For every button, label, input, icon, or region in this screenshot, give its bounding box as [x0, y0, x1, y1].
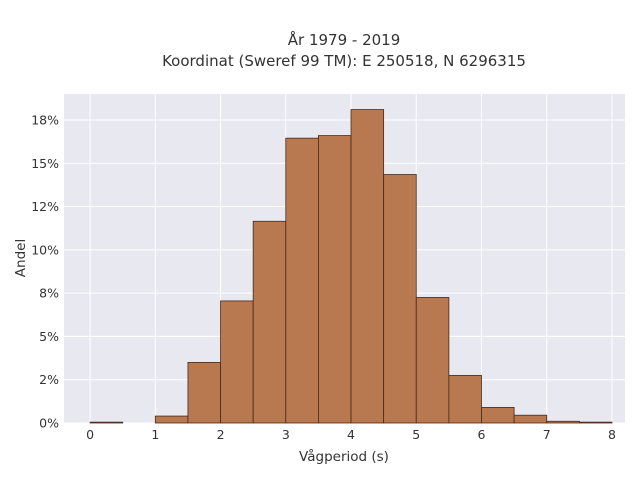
histogram-bar [546, 420, 580, 424]
x-tick-label: 8 [608, 427, 616, 442]
bars [89, 109, 613, 424]
histogram-bar [252, 220, 287, 424]
y-tick-label: 5% [39, 329, 59, 344]
histogram-bar [415, 297, 450, 424]
y-axis-title: Andel [13, 239, 29, 277]
histogram-bar [383, 174, 417, 424]
y-tick-label: 2% [39, 372, 59, 387]
y-tick-label: 10% [31, 242, 59, 257]
x-tick-label: 2 [217, 427, 225, 442]
x-tick-label: 3 [282, 427, 290, 442]
chart-title-line1: År 1979 - 2019 [288, 30, 401, 49]
x-tick-label: 5 [412, 427, 420, 442]
histogram-bar [578, 421, 613, 424]
histogram-bar [318, 135, 352, 424]
x-tick-label: 4 [347, 427, 355, 442]
histogram-bar [89, 421, 124, 424]
y-tick-labels: 0% 2% 5% 8% 10% 12% 15% 18% [31, 112, 59, 430]
y-tick-label: 12% [31, 199, 59, 214]
y-tick-label: 8% [39, 286, 59, 301]
y-tick-label: 15% [31, 156, 59, 171]
x-tick-label: 0 [86, 427, 94, 442]
y-tick-label: 18% [31, 112, 59, 127]
chart-title-line2: Koordinat (Sweref 99 TM): E 250518, N 62… [162, 52, 526, 70]
x-tick-label: 6 [478, 427, 486, 442]
histogram-bar [220, 300, 254, 424]
histogram-bar [154, 415, 189, 424]
histogram-bar [187, 361, 221, 424]
histogram-bar [448, 374, 482, 424]
histogram-bar [350, 109, 385, 424]
histogram-bar [481, 407, 515, 424]
histogram-bar [513, 414, 548, 424]
histogram-bar [285, 137, 319, 424]
x-tick-label: 7 [543, 427, 551, 442]
x-axis-title: Vågperiod (s) [299, 448, 389, 465]
x-tick-labels: 0 1 2 3 4 5 6 7 8 [86, 427, 616, 442]
y-tick-label: 0% [39, 416, 59, 431]
x-tick-label: 1 [151, 427, 159, 442]
